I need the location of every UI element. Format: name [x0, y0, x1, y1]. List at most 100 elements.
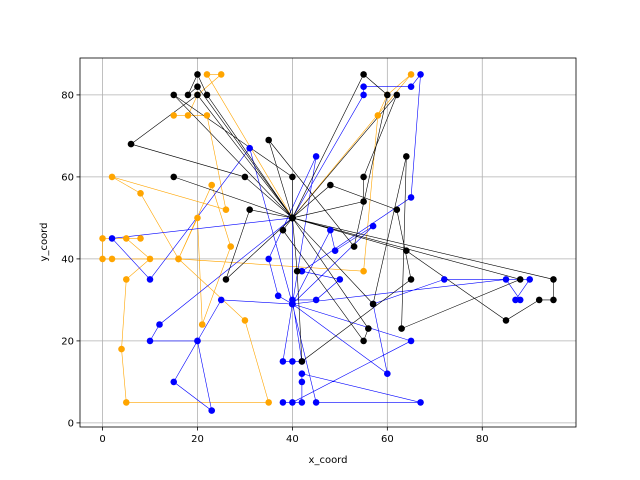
route-black-point: [327, 181, 334, 189]
route-blue-point: [417, 399, 424, 406]
route-orange-point: [374, 112, 382, 119]
route-orange-point: [217, 71, 225, 78]
route-black-point: [184, 91, 192, 99]
route-black-point: [365, 325, 372, 332]
route-orange-point: [198, 321, 206, 328]
route-blue-point: [265, 255, 272, 263]
route-blue-point: [246, 144, 253, 152]
route-black-point: [360, 71, 367, 78]
route-blue-point: [289, 300, 296, 308]
route-black-point: [279, 226, 287, 234]
route-blue-point: [146, 337, 154, 345]
route-orange-point: [137, 190, 144, 197]
route-blue-point: [298, 378, 306, 386]
route-blue-point: [384, 370, 391, 378]
route-black-point: [393, 206, 401, 213]
axis-ticks: 0 20 40 60 80 0 20 40 60 80: [61, 90, 488, 445]
route-black-point: [293, 267, 301, 275]
route-black-point: [265, 136, 272, 144]
route-black-point: [289, 173, 296, 181]
route-black-point: [194, 83, 201, 90]
route-orange-point: [122, 276, 130, 283]
y-tick-label: 40: [61, 254, 74, 265]
route-black-point: [350, 243, 358, 250]
route-blue-point: [502, 276, 510, 283]
x-tick-label: 80: [476, 434, 489, 445]
route-black-point: [289, 214, 296, 222]
route-blue-point: [208, 407, 216, 414]
route-orange-point: [194, 214, 201, 222]
route-blue-point: [312, 296, 320, 304]
route-black-point: [360, 337, 367, 345]
route-black-point: [384, 91, 391, 99]
route-black-point: [502, 317, 510, 324]
route-black-point: [550, 296, 557, 304]
route-orange-point: [208, 181, 216, 189]
route-blue-point: [336, 276, 344, 283]
route-orange-point: [203, 112, 211, 119]
route-orange-point: [122, 235, 130, 242]
route-blue-point: [407, 83, 415, 90]
x-axis-label: x_coord: [309, 455, 348, 466]
route-black-point: [535, 296, 543, 304]
route-blue-point: [289, 358, 296, 365]
route-orange-point: [175, 255, 182, 263]
route-black-point: [360, 173, 367, 181]
route-blue-point: [407, 194, 415, 201]
route-orange-point: [99, 255, 106, 263]
route-orange-point: [108, 173, 116, 181]
route-orange-point: [227, 243, 234, 250]
route-black-point: [360, 198, 367, 205]
route-blue-point: [360, 91, 367, 99]
route-black-point: [393, 91, 401, 99]
route-black-point: [398, 325, 405, 332]
route-orange-point: [203, 71, 211, 78]
route-orange-point: [265, 399, 272, 406]
route-blue-point: [516, 296, 524, 304]
route-black-point: [241, 173, 249, 181]
route-orange-point: [241, 317, 249, 324]
route-blue-point: [279, 399, 287, 406]
route-blue-point: [312, 153, 320, 160]
route-blue-point: [289, 399, 296, 406]
x-tick-label: 60: [381, 434, 394, 445]
route-blue-line: [111, 73, 531, 412]
x-tick-label: 20: [191, 434, 204, 445]
x-tick-label: 40: [286, 434, 299, 445]
route-black-point: [127, 140, 135, 148]
route-blue-point: [170, 378, 178, 386]
route-orange-point: [407, 71, 415, 78]
route-blue-point: [360, 83, 367, 90]
route-blue-point: [146, 276, 154, 283]
route-blue-point: [331, 247, 339, 254]
route-orange-point: [118, 345, 125, 353]
y-tick-label: 80: [61, 90, 74, 101]
route-black-point: [222, 276, 230, 283]
y-tick-label: 0: [68, 418, 74, 429]
route-black-line: [130, 73, 554, 362]
route-black-point: [407, 276, 415, 283]
route-orange-point: [170, 112, 178, 119]
route-black-point: [516, 276, 524, 283]
route-black-point: [194, 91, 201, 99]
route-orange-point: [137, 235, 144, 242]
route-black-point: [369, 300, 377, 308]
route-orange-point: [146, 255, 154, 263]
route-orange-point: [184, 112, 192, 119]
route-blue-point: [512, 296, 519, 304]
route-blue-point: [298, 370, 306, 378]
route-blue-point: [108, 235, 116, 242]
route-blue-point: [407, 337, 415, 345]
route-black-point: [298, 358, 306, 365]
y-axis-label: y_coord: [39, 223, 50, 262]
route-blue-point: [417, 71, 424, 78]
route-blue-point: [194, 337, 201, 345]
route-black-point: [550, 276, 557, 283]
route-blue-point: [369, 222, 377, 230]
route-black-point: [203, 91, 211, 99]
route-blue-point: [156, 321, 163, 328]
route-blue-point: [279, 358, 287, 365]
y-tick-label: 20: [61, 336, 74, 347]
